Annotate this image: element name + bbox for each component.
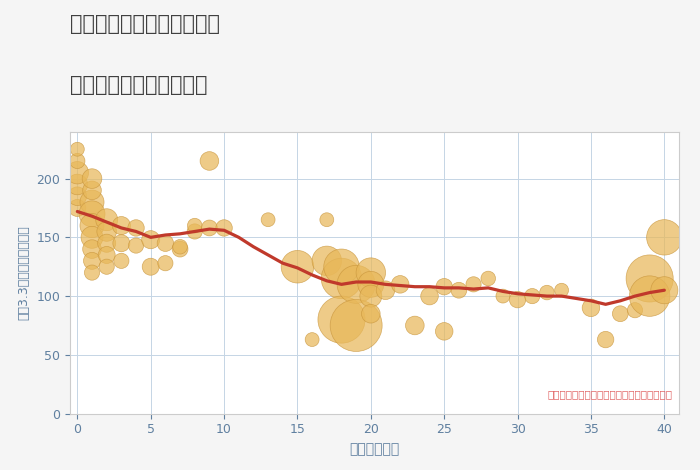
Point	[145, 236, 156, 243]
Point	[336, 274, 347, 282]
Point	[101, 251, 112, 258]
Point	[307, 336, 318, 343]
Point	[204, 224, 215, 232]
Point	[218, 224, 230, 232]
Point	[116, 222, 127, 229]
Point	[365, 269, 377, 276]
Point	[380, 286, 391, 294]
Point	[86, 245, 97, 253]
Point	[292, 263, 303, 271]
Point	[365, 281, 377, 288]
Point	[174, 243, 186, 251]
Point	[615, 310, 626, 318]
Point	[101, 239, 112, 247]
Point	[365, 310, 377, 318]
Point	[71, 181, 83, 188]
Point	[71, 169, 83, 177]
Point	[644, 274, 655, 282]
Point	[71, 157, 83, 165]
Point	[262, 216, 274, 224]
Point	[130, 224, 141, 232]
Point	[86, 222, 97, 229]
Point	[424, 292, 435, 300]
Point	[116, 257, 127, 265]
Point	[86, 175, 97, 182]
Point	[336, 316, 347, 323]
Point	[71, 146, 83, 153]
Point	[145, 263, 156, 271]
Point	[439, 283, 450, 290]
Point	[629, 306, 641, 314]
Point	[86, 198, 97, 206]
Point	[526, 292, 538, 300]
Point	[659, 286, 670, 294]
Point	[395, 281, 406, 288]
Point	[71, 193, 83, 200]
Point	[644, 292, 655, 300]
Point	[86, 210, 97, 218]
Point	[204, 157, 215, 165]
Text: 築年数別中古戸建て価格: 築年数別中古戸建て価格	[70, 75, 207, 95]
Point	[86, 257, 97, 265]
Point	[512, 296, 523, 304]
Point	[71, 204, 83, 212]
Point	[336, 263, 347, 271]
Point	[541, 289, 552, 296]
Point	[86, 234, 97, 241]
Point	[101, 227, 112, 235]
Point	[468, 281, 480, 288]
Point	[410, 321, 421, 329]
Point	[321, 257, 332, 265]
Point	[365, 292, 377, 300]
Point	[174, 245, 186, 253]
Point	[116, 239, 127, 247]
Point	[101, 216, 112, 224]
X-axis label: 築年数（年）: 築年数（年）	[349, 442, 400, 456]
Point	[600, 336, 611, 343]
Text: 神奈川県藤沢市辻堂元町の: 神奈川県藤沢市辻堂元町の	[70, 14, 220, 34]
Point	[351, 321, 362, 329]
Point	[321, 216, 332, 224]
Point	[659, 234, 670, 241]
Point	[86, 187, 97, 194]
Point	[497, 292, 508, 300]
Point	[189, 222, 200, 229]
Point	[585, 304, 596, 312]
Point	[454, 286, 465, 294]
Point	[351, 281, 362, 288]
Point	[160, 239, 171, 247]
Text: 円の大きさは、取引のあった物件面積を示す: 円の大きさは、取引のあった物件面積を示す	[548, 390, 673, 400]
Y-axis label: 坪（3.3㎡）単価（万円）: 坪（3.3㎡）単価（万円）	[18, 225, 31, 320]
Point	[130, 242, 141, 249]
Point	[439, 328, 450, 335]
Point	[189, 227, 200, 235]
Point	[160, 259, 171, 267]
Point	[86, 269, 97, 276]
Point	[556, 286, 567, 294]
Point	[482, 274, 493, 282]
Point	[101, 263, 112, 271]
